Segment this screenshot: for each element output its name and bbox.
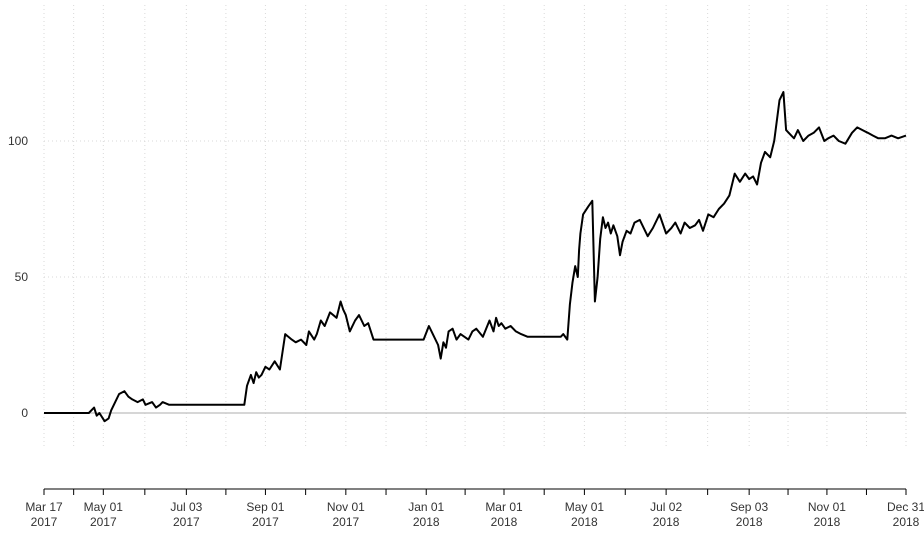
x-tick-label: Dec 31 2018 <box>887 500 924 529</box>
y-tick-label: 0 <box>21 406 28 420</box>
x-tick-label-month: Sep 03 <box>730 500 768 514</box>
x-tick-label: May 01 2017 <box>84 500 124 529</box>
x-tick-label-month: May 01 <box>565 500 605 514</box>
x-tick-label: Nov 01 2018 <box>808 500 846 529</box>
x-tick-label-year: 2018 <box>491 515 518 529</box>
x-tick-label-month: May 01 <box>84 500 124 514</box>
x-tick-label-year: 2018 <box>736 515 763 529</box>
x-tick-label: May 01 2018 <box>565 500 605 529</box>
x-tick-label-month: Nov 01 <box>327 500 365 514</box>
y-tick-label: 50 <box>15 270 29 284</box>
x-tick-label-month: Nov 01 <box>808 500 846 514</box>
x-tick-label-month: Jan 01 <box>408 500 444 514</box>
x-tick-label-year: 2017 <box>252 515 279 529</box>
x-tick-label-year: 2018 <box>814 515 841 529</box>
x-tick-label-year: 2017 <box>31 515 58 529</box>
y-tick-label: 100 <box>8 134 28 148</box>
x-tick-label-year: 2017 <box>332 515 359 529</box>
gridlines <box>43 5 907 446</box>
x-tick-label-month: Jul 02 <box>650 500 682 514</box>
series-line-1 <box>44 91 907 423</box>
x-tick-label-year: 2018 <box>413 515 440 529</box>
x-tick-label-month: Mar 01 <box>485 500 523 514</box>
series-group <box>44 91 907 423</box>
x-tick-label-year: 2018 <box>653 515 680 529</box>
x-tick-label-year: 2018 <box>893 515 920 529</box>
x-tick-label: Jan 01 2018 <box>408 500 444 529</box>
y-axis: 0 50 100 <box>8 134 28 420</box>
x-tick-label: Sep 01 2017 <box>246 500 284 529</box>
x-tick-label-year: 2017 <box>173 515 200 529</box>
x-tick-label: Jul 03 2017 <box>170 500 202 529</box>
x-tick-label-month: Mar 17 <box>25 500 63 514</box>
x-tick-label-year: 2018 <box>571 515 598 529</box>
x-tick-label-month: Dec 31 <box>887 500 924 514</box>
x-tick-label: Mar 01 2018 <box>485 500 523 529</box>
x-tick-label: Nov 01 2017 <box>327 500 365 529</box>
x-tick-label-month: Jul 03 <box>170 500 202 514</box>
x-tick-label-year: 2017 <box>90 515 117 529</box>
x-tick-label-month: Sep 01 <box>246 500 284 514</box>
x-tick-label: Mar 17 2017 <box>25 500 63 529</box>
x-tick-label: Sep 03 2018 <box>730 500 768 529</box>
x-tick-label: Jul 02 2018 <box>650 500 682 529</box>
